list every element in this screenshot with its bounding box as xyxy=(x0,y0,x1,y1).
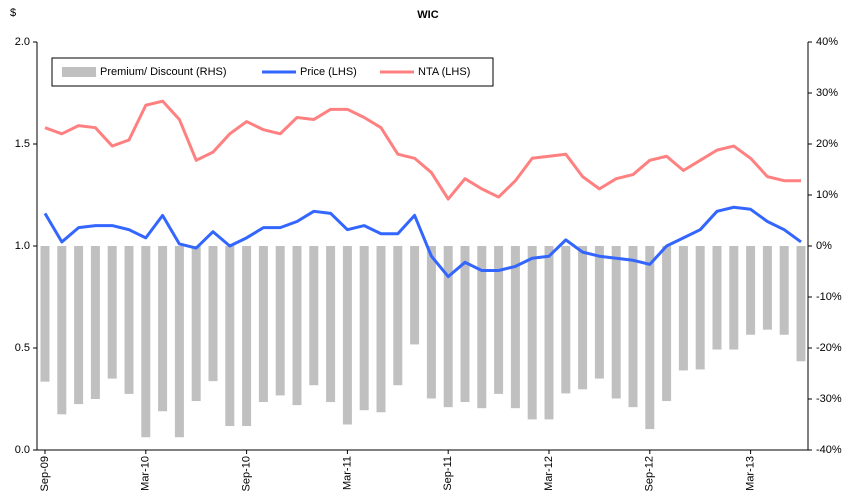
line xyxy=(43,205,802,279)
y2-tick-label: 20% xyxy=(816,138,838,150)
bar xyxy=(225,246,235,427)
x-tick-label: Mar-11 xyxy=(341,456,353,490)
bar xyxy=(695,246,705,370)
y2-tick-label: -40% xyxy=(816,444,842,456)
legend-label: Premium/ Discount (RHS) xyxy=(100,66,227,78)
bar xyxy=(158,246,168,412)
bar xyxy=(242,246,252,427)
y-tick-label: 2.0 xyxy=(15,36,30,48)
bar xyxy=(258,246,268,403)
line xyxy=(44,99,801,201)
bar xyxy=(544,246,554,420)
bar xyxy=(107,246,117,379)
y2-tick-label: 40% xyxy=(816,36,838,48)
x-tick-label: Sep-11 xyxy=(442,456,454,491)
y2-tick-label: 0% xyxy=(816,240,832,252)
x-tick-label: Sep-09 xyxy=(39,456,51,491)
bar xyxy=(460,246,470,403)
bar xyxy=(57,246,67,415)
bar xyxy=(494,246,504,394)
y-tick-label: 1.0 xyxy=(15,240,30,252)
bar xyxy=(74,246,84,405)
bar xyxy=(729,246,739,350)
bar xyxy=(393,246,403,386)
bar xyxy=(443,246,453,408)
bar xyxy=(578,246,588,390)
bar xyxy=(141,246,151,438)
bar xyxy=(628,246,638,408)
bar xyxy=(275,246,285,396)
bar xyxy=(426,246,436,399)
x-tick-label: Sep-10 xyxy=(241,456,253,491)
bar xyxy=(527,246,537,420)
bar xyxy=(594,246,604,379)
legend-swatch xyxy=(62,67,96,77)
y2-tick-label: 30% xyxy=(816,87,838,99)
bar xyxy=(124,246,134,394)
bar xyxy=(309,246,319,386)
bar xyxy=(174,246,184,438)
y2-tick-label: -20% xyxy=(816,342,842,354)
bar xyxy=(561,246,571,394)
bar xyxy=(292,246,302,406)
bar xyxy=(410,246,420,345)
y-axis-label: $ xyxy=(10,7,16,19)
bar xyxy=(662,246,672,402)
y2-tick-label: 10% xyxy=(816,189,838,201)
x-tick-label: Sep-12 xyxy=(644,456,656,491)
bar xyxy=(762,246,772,330)
bar xyxy=(796,246,806,362)
y2-tick-label: -10% xyxy=(816,291,842,303)
bar xyxy=(477,246,487,409)
bar xyxy=(359,246,369,411)
bar xyxy=(342,246,352,425)
y-tick-label: 0.5 xyxy=(15,342,30,354)
legend-label: Price (LHS) xyxy=(300,66,357,78)
y-tick-label: 1.5 xyxy=(15,138,30,150)
bar xyxy=(645,246,655,430)
x-tick-label: Mar-10 xyxy=(140,456,152,491)
legend-label: NTA (LHS) xyxy=(418,66,470,78)
bar xyxy=(611,246,621,399)
bar xyxy=(90,246,100,399)
y2-tick-label: -30% xyxy=(816,393,842,405)
x-tick-label: Mar-13 xyxy=(745,456,757,491)
chart-title: WIC xyxy=(417,9,438,21)
bar xyxy=(712,246,722,350)
y-tick-label: 0.0 xyxy=(15,444,30,456)
bar xyxy=(678,246,688,371)
bar xyxy=(376,246,386,413)
bar xyxy=(326,246,336,403)
bar xyxy=(40,246,50,382)
bar xyxy=(208,246,218,382)
x-tick-label: Mar-12 xyxy=(543,456,555,491)
bar xyxy=(510,246,520,409)
bar xyxy=(191,246,201,402)
bar xyxy=(779,246,789,335)
bar xyxy=(746,246,756,335)
